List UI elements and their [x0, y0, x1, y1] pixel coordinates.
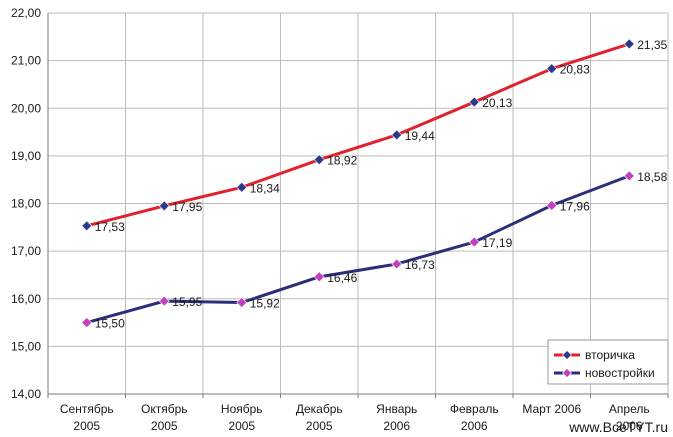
series-line-2	[86, 174, 630, 325]
data-label: 18,34	[250, 181, 280, 195]
data-label: 21,35	[637, 38, 667, 52]
series-2-point	[81, 317, 93, 328]
x-tick-label-line: Апрель	[609, 402, 650, 416]
data-label: 17,19	[482, 236, 512, 250]
data-labels: 17,53 17,95 18,34 18,92 19,44 20,13 20,83 21,35…	[95, 38, 668, 331]
x-tick-label-line: 2006	[461, 419, 488, 433]
y-tick-label: 19,00	[11, 149, 41, 163]
x-tick-label-line: Декабрь	[296, 402, 343, 416]
x-tick-label: Ноябрь 2005	[221, 402, 263, 433]
legend-label-1: вторичка	[585, 348, 635, 362]
series-1-point	[623, 38, 635, 50]
x-tick-label-line: 2005	[306, 419, 333, 433]
data-label: 18,92	[327, 154, 357, 168]
series-1-point	[468, 96, 480, 108]
legend-label-2: новостройки	[585, 366, 655, 380]
y-tick-label: 17,00	[11, 244, 41, 258]
x-tick-label-line: Сентябрь	[60, 402, 114, 416]
series-2-point	[546, 199, 558, 211]
x-tick-label-line: Ноябрь	[221, 402, 263, 416]
data-label: 17,95	[172, 200, 202, 214]
y-tick-label: 22,00	[11, 6, 41, 20]
series-2-point	[623, 170, 635, 182]
y-tick-label: 14,00	[11, 387, 41, 401]
x-tick-label-line: Март 2006	[522, 402, 581, 416]
data-label: 17,96	[560, 199, 590, 213]
x-tick-label-line: Январь	[376, 402, 417, 416]
x-tick-label: Январь 2006	[376, 402, 417, 433]
x-tick-label-line: 2005	[73, 419, 100, 433]
x-tick-label-line: 2005	[151, 419, 178, 433]
y-tick-label: 21,00	[11, 54, 41, 68]
series-2-point	[391, 258, 403, 270]
x-tick-label: Март 2006	[522, 402, 581, 416]
data-label: 20,13	[482, 96, 512, 110]
series-2-point	[158, 295, 170, 307]
x-tick-label: Февраль 2006	[450, 402, 499, 433]
x-tick-label-line: Февраль	[450, 402, 499, 416]
y-axis-tick-labels: 14,00 15,00 16,00 17,00 18,00 19,00 20,00 21,00…	[11, 6, 41, 401]
series-1-point	[313, 154, 325, 166]
data-label: 20,83	[560, 63, 590, 77]
x-tick-label-line: Октябрь	[141, 402, 188, 416]
series-1-point	[236, 181, 248, 193]
x-tick-label: Апрель 2006	[609, 402, 650, 433]
data-label: 19,44	[405, 129, 435, 143]
series-1-point	[158, 200, 170, 212]
legend-marker-2	[562, 368, 572, 378]
y-tick-label: 18,00	[11, 197, 41, 211]
series-2-point	[468, 236, 480, 248]
data-label: 15,92	[250, 297, 280, 311]
axes	[47, 13, 669, 398]
series-1-point	[81, 220, 93, 232]
series-group	[81, 38, 635, 328]
y-tick-label: 20,00	[11, 101, 41, 115]
legend-marker-1	[562, 350, 572, 360]
series-2-point	[313, 271, 325, 283]
y-tick-label: 16,00	[11, 292, 41, 306]
series-2-point	[236, 297, 248, 308]
legend: вторичка новостройки	[547, 339, 669, 385]
series-line-1	[86, 42, 630, 228]
data-label: 17,53	[95, 220, 125, 234]
data-label: 15,50	[95, 317, 125, 331]
x-tick-label-line: 2005	[228, 419, 255, 433]
y-tick-label: 15,00	[11, 339, 41, 353]
x-tick-label: Декабрь 2005	[296, 402, 343, 433]
watermark-text: www.BceTYT.ru	[568, 419, 668, 435]
x-tick-label-line: 2006	[616, 419, 643, 433]
data-label: 16,46	[327, 271, 357, 285]
series-1-point	[391, 129, 403, 141]
series-1-point	[546, 63, 558, 75]
data-label: 18,58	[637, 170, 667, 184]
grid-lines	[48, 12, 669, 395]
x-tick-label: Октябрь 2005	[141, 402, 188, 433]
data-label: 16,73	[405, 258, 435, 272]
data-label: 15,95	[172, 295, 202, 309]
x-tick-label: Сентябрь 2005	[60, 402, 114, 433]
x-tick-label-line: 2006	[383, 419, 410, 433]
